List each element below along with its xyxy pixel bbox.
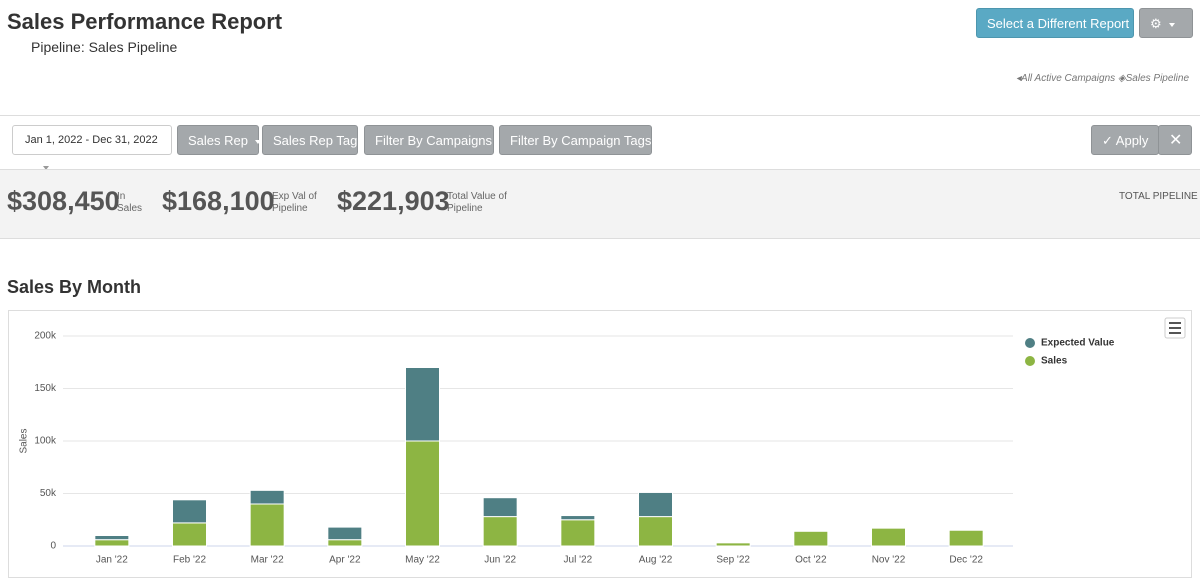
x-tick-label: Nov '22 bbox=[872, 555, 906, 566]
bar-segment bbox=[560, 515, 596, 521]
pipeline-link[interactable]: Sales Pipeline bbox=[1125, 73, 1189, 84]
x-tick-label: Jun '22 bbox=[484, 555, 516, 566]
filter-button[interactable]: Sales Rep bbox=[177, 125, 261, 155]
bar-segment bbox=[948, 529, 984, 547]
bar-segment bbox=[172, 522, 207, 547]
stat-value: $168,100 bbox=[162, 186, 275, 216]
date-range-text: Jan 1, 2022 - Dec 31, 2022 bbox=[25, 134, 158, 146]
y-tick-label: 50k bbox=[40, 488, 57, 499]
stat-value: $308,450 bbox=[7, 186, 120, 216]
stats-band bbox=[0, 169, 1200, 239]
subtitle: Pipeline: Sales Pipeline bbox=[31, 39, 178, 55]
apply-button[interactable]: ✓ Apply bbox=[1091, 125, 1159, 155]
divider bbox=[0, 115, 1200, 116]
legend-label: Sales bbox=[1041, 356, 1068, 367]
campaign-links: ◂All Active Campaigns ◈Sales Pipeline bbox=[1016, 73, 1189, 84]
y-tick-label: 100k bbox=[34, 436, 57, 447]
y-tick-label: 200k bbox=[34, 331, 57, 342]
page-title: Sales Performance Report bbox=[7, 9, 283, 34]
bar-segment bbox=[327, 526, 363, 541]
filter-button-text: Sales Rep bbox=[188, 133, 248, 148]
close-button[interactable]: ✕ bbox=[1158, 125, 1192, 155]
chart-title: Sales By Month bbox=[7, 277, 142, 297]
x-tick-label: Jul '22 bbox=[564, 555, 593, 566]
campaigns-link[interactable]: All Active Campaigns bbox=[1021, 73, 1116, 84]
y-tick-label: 150k bbox=[34, 383, 57, 394]
stat-label: In Sales bbox=[117, 191, 143, 214]
filter-button-text: Sales Rep Tag bbox=[273, 133, 358, 148]
filter-button[interactable]: Filter By Campaigns bbox=[364, 125, 506, 155]
chart-panel bbox=[8, 310, 1192, 578]
x-tick-label: Aug '22 bbox=[639, 555, 673, 566]
x-tick-label: Sep '22 bbox=[716, 555, 750, 566]
filter-button[interactable]: Sales Rep Tag bbox=[262, 125, 371, 155]
chart: Sales 0 50k 100k 150k 200k Jan '22 Feb '22 Mar … bbox=[19, 317, 1186, 566]
filter-button-text: Filter By Campaign Tags bbox=[510, 133, 652, 148]
bar-segment bbox=[638, 516, 673, 547]
x-tick-label: Oct '22 bbox=[795, 555, 827, 566]
bar-segment bbox=[405, 367, 440, 442]
bar-segment bbox=[94, 535, 130, 541]
bar-segment bbox=[249, 489, 285, 505]
stat-value: $221,903 bbox=[337, 186, 450, 216]
total-pipeline-label: TOTAL PIPELINE bbox=[1119, 191, 1198, 202]
bar-segment bbox=[638, 491, 673, 518]
report-button[interactable]: Select a Different Report bbox=[976, 8, 1143, 38]
stat-label: Total Value of Pipeline bbox=[447, 191, 507, 214]
menu-icon[interactable] bbox=[1164, 317, 1186, 339]
y-tick-label: 0 bbox=[50, 541, 56, 552]
bar-segment bbox=[793, 530, 829, 547]
bar-segment bbox=[327, 539, 363, 547]
filter-button[interactable]: Filter By Campaign Tags bbox=[499, 125, 665, 155]
report-button-text: Select a Different Report bbox=[987, 16, 1130, 31]
bar-segment bbox=[560, 519, 596, 547]
x-tick-label: Mar '22 bbox=[251, 555, 284, 566]
bar-segment bbox=[249, 503, 285, 547]
filter-button-text: Filter By Campaigns bbox=[375, 133, 493, 148]
x-tick-label: Dec '22 bbox=[949, 555, 983, 566]
bar-segment bbox=[482, 497, 518, 518]
legend-marker bbox=[1025, 338, 1035, 348]
bar-segment bbox=[871, 527, 906, 547]
x-tick-label: May '22 bbox=[405, 555, 440, 566]
bar-segment bbox=[405, 440, 440, 547]
bar-segment bbox=[172, 499, 207, 524]
legend-label: Expected Value bbox=[1041, 338, 1115, 349]
bar-segment bbox=[715, 542, 751, 547]
settings-button[interactable]: ⚙ bbox=[1139, 8, 1193, 38]
x-tick-label: Jan '22 bbox=[96, 555, 128, 566]
x-tick-label: Feb '22 bbox=[173, 555, 206, 566]
bar-segment bbox=[94, 539, 130, 547]
y-axis-label: Sales bbox=[19, 428, 30, 453]
legend-marker bbox=[1025, 356, 1035, 366]
date-range[interactable]: Jan 1, 2022 - Dec 31, 2022 bbox=[12, 125, 172, 171]
x-tick-label: Apr '22 bbox=[329, 555, 361, 566]
stat-label: Exp Val of Pipeline bbox=[272, 191, 317, 214]
apply-text: Apply bbox=[1115, 133, 1149, 148]
bar-segment bbox=[482, 516, 518, 547]
